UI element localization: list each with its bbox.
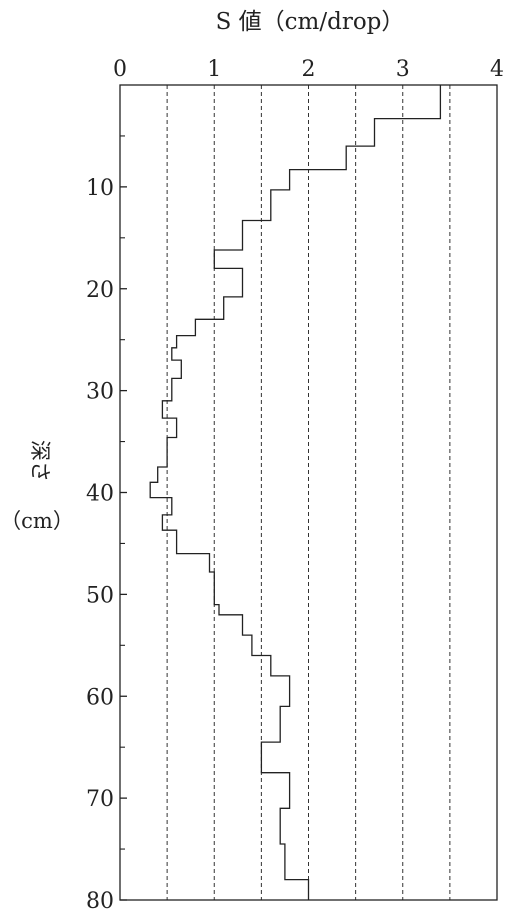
y-tick-label: 60 xyxy=(86,685,114,710)
y-axis-ticks: 10 20 30 40 50 60 70 80 xyxy=(86,135,127,912)
y-axis-title-line-1: 深さ xyxy=(28,440,52,482)
x-tick-label: 4 xyxy=(490,57,504,82)
y-tick-label: 30 xyxy=(86,380,114,405)
x-tick-label: 1 xyxy=(207,57,221,82)
y-tick-label: 40 xyxy=(86,482,114,507)
y-tick-label: 80 xyxy=(86,889,114,912)
vertical-dashed-gridlines xyxy=(166,85,498,900)
y-axis-title-line-2: （cm） xyxy=(0,509,74,533)
y-tick-label: 10 xyxy=(86,176,114,201)
y-tick-label: 70 xyxy=(86,787,114,812)
x-tick-label: 3 xyxy=(396,57,410,82)
y-axis-title: 深さ （cm） xyxy=(0,440,74,533)
y-tick-label: 20 xyxy=(86,278,114,303)
y-tick-label: 50 xyxy=(86,583,114,608)
x-tick-label: 0 xyxy=(113,57,127,82)
x-tick-label: 2 xyxy=(302,57,316,82)
x-axis-ticks: 0 1 2 3 4 xyxy=(113,57,504,82)
x-axis-title: S 値（cm/drop） xyxy=(216,9,405,35)
s-value-profile-line xyxy=(149,85,442,900)
